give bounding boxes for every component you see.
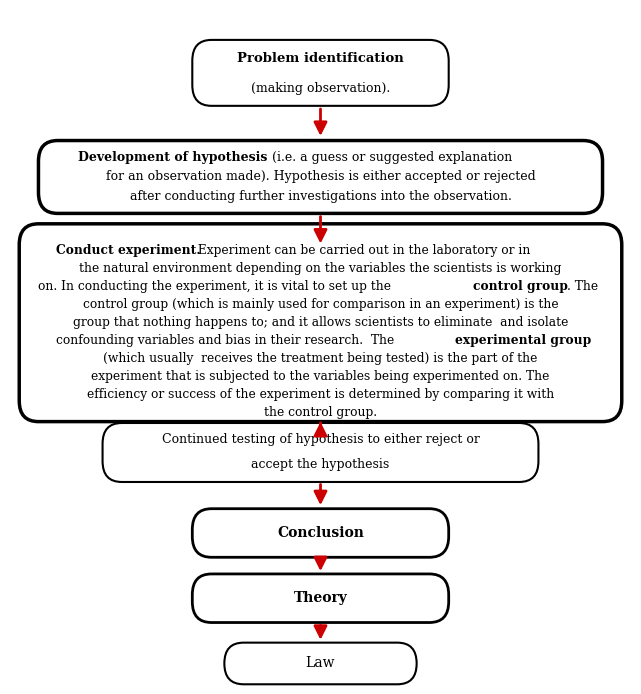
- Text: efficiency or success of the experiment is determined by comparing it with: efficiency or success of the experiment …: [87, 389, 554, 401]
- Text: experimental group: experimental group: [454, 335, 591, 347]
- FancyBboxPatch shape: [103, 423, 538, 482]
- Text: the control group.: the control group.: [264, 407, 377, 419]
- Text: control group (which is mainly used for comparison in an experiment) is the: control group (which is mainly used for …: [83, 298, 558, 311]
- Text: confounding variables and bias in their research.  The: confounding variables and bias in their …: [56, 335, 398, 347]
- FancyBboxPatch shape: [19, 223, 622, 421]
- FancyBboxPatch shape: [224, 643, 417, 684]
- Text: Continued testing of hypothesis to either reject or: Continued testing of hypothesis to eithe…: [162, 434, 479, 446]
- Text: for an observation made). Hypothesis is either accepted or rejected: for an observation made). Hypothesis is …: [106, 171, 535, 183]
- Text: after conducting further investigations into the observation.: after conducting further investigations …: [129, 190, 512, 203]
- Text: Theory: Theory: [294, 591, 347, 605]
- Text: Development of hypothesis: Development of hypothesis: [78, 151, 268, 164]
- Text: (i.e. a guess or suggested explanation: (i.e. a guess or suggested explanation: [267, 151, 512, 164]
- Text: the natural environment depending on the variables the scientists is working: the natural environment depending on the…: [79, 262, 562, 275]
- Text: (making observation).: (making observation).: [251, 82, 390, 94]
- FancyBboxPatch shape: [192, 40, 449, 105]
- FancyBboxPatch shape: [192, 574, 449, 623]
- Text: on. In conducting the experiment, it is vital to set up the: on. In conducting the experiment, it is …: [38, 280, 395, 293]
- Text: Law: Law: [306, 657, 335, 670]
- Text: Experiment can be carried out in the laboratory or in: Experiment can be carried out in the lab…: [194, 244, 530, 257]
- Text: group that nothing happens to; and it allows scientists to eliminate  and isolat: group that nothing happens to; and it al…: [73, 316, 568, 329]
- Text: Conduct experiment.: Conduct experiment.: [56, 244, 201, 257]
- FancyBboxPatch shape: [38, 140, 603, 214]
- Text: Problem identification: Problem identification: [237, 53, 404, 65]
- Text: control group: control group: [472, 280, 567, 293]
- Text: . The: . The: [567, 280, 598, 293]
- Text: experiment that is subjected to the variables being experimented on. The: experiment that is subjected to the vari…: [91, 371, 550, 383]
- Text: Conclusion: Conclusion: [277, 526, 364, 540]
- Text: accept the hypothesis: accept the hypothesis: [251, 459, 390, 471]
- FancyBboxPatch shape: [192, 509, 449, 557]
- Text: (which usually  receives the treatment being tested) is the part of the: (which usually receives the treatment be…: [103, 353, 538, 365]
